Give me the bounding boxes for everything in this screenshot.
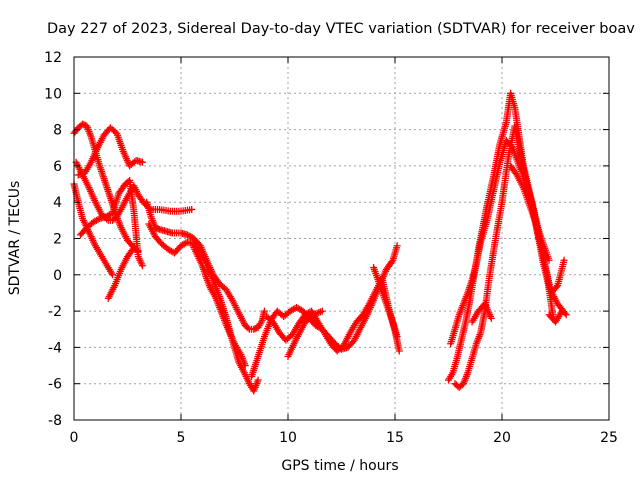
grid (74, 57, 609, 420)
data-point (318, 307, 326, 315)
y-tick-label: 6 (53, 159, 62, 175)
series-arc17 (468, 300, 495, 326)
x-tick-label: 25 (600, 430, 618, 446)
series-arc8 (145, 220, 262, 395)
data-point (560, 256, 568, 264)
data-point (138, 262, 146, 270)
data-point (393, 333, 401, 341)
data-point (260, 307, 268, 315)
y-tick-label: 8 (53, 123, 62, 139)
data-point (129, 245, 137, 253)
y-tick-label: 10 (44, 86, 62, 102)
data-point (138, 158, 146, 166)
data-point (94, 215, 102, 223)
data-point (552, 283, 560, 291)
data-point (395, 347, 403, 355)
data-point (241, 362, 249, 370)
data-point (545, 256, 553, 264)
data-point (244, 324, 252, 332)
series-arc5 (104, 244, 138, 302)
data-point (109, 271, 117, 279)
series-arc18 (507, 162, 553, 264)
y-tick-label: 12 (44, 50, 62, 66)
series-arc9 (190, 244, 249, 370)
x-tick-label: 10 (279, 430, 297, 446)
x-tick-label: 15 (386, 430, 404, 446)
series-arc6 (76, 176, 146, 270)
x-tick-label: 0 (70, 430, 79, 446)
axes: 0 5 10 15 20 25 -8 -6 -4 -2 0 2 4 6 8 10 12 (44, 50, 618, 446)
y-axis-label: SDTVAR / TECUs (7, 181, 23, 296)
series-arc19 (545, 307, 566, 326)
series-arc1 (70, 180, 117, 279)
x-axis-label: GPS time / hours (281, 458, 398, 474)
data-points (70, 89, 570, 395)
data-point (188, 205, 196, 213)
data-point (562, 311, 570, 319)
data-point (254, 376, 262, 384)
x-tick-label: 20 (493, 430, 511, 446)
data-point (487, 314, 495, 322)
y-tick-label: -4 (48, 340, 62, 356)
chart-title: Day 227 of 2023, Sidereal Day-to-day VTE… (47, 21, 635, 37)
series-arc13 (370, 264, 401, 341)
y-tick-label: 2 (53, 232, 62, 248)
y-tick-label: -8 (48, 413, 62, 429)
series-arc14 (445, 89, 570, 384)
data-point (558, 307, 566, 315)
series-arc12 (284, 307, 326, 360)
y-tick-label: -6 (48, 377, 62, 393)
data-point (388, 258, 396, 266)
x-tick-label: 5 (177, 430, 186, 446)
series-arc4 (74, 124, 146, 179)
y-tick-label: -2 (48, 304, 62, 320)
data-point (393, 242, 401, 250)
y-tick-label: 4 (53, 195, 62, 211)
y-tick-label: 0 (53, 268, 62, 284)
